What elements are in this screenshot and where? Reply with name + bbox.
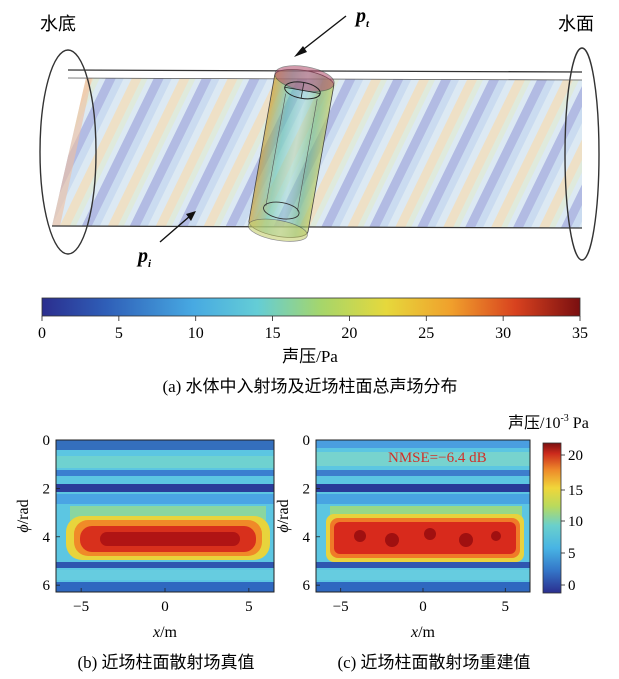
colorbar-bc-tick-label: 5 [568, 546, 576, 562]
label-water-surface: 水面 [558, 14, 594, 34]
colorbar-a: 0 5 10 15 20 25 30 35 声压/Pa (a) 水体中入射场及近场柱面总声场分… [38, 297, 588, 396]
x-tick-label: 0 [161, 599, 169, 615]
colorbar-bc-tick-label: 15 [568, 483, 583, 499]
plane-left-edge-fade [52, 78, 92, 226]
colorbar-bc-tick-label: 10 [568, 514, 583, 530]
cylinder-bottom-edge [51, 225, 583, 229]
y-axis-label: ϕ/rad [15, 499, 32, 532]
x-tick-label: −5 [73, 599, 89, 615]
colorbar-a-label: 声压/Pa [282, 347, 338, 366]
pt-arrowhead [294, 46, 307, 57]
heatmap-b [55, 439, 275, 593]
x-tick-label: 5 [245, 599, 253, 615]
colorbar-a-tick-label: 15 [265, 325, 281, 342]
cylinder-right-end [564, 47, 600, 261]
y-axis-label: ϕ/rad [275, 499, 292, 532]
x-tick-label: 0 [419, 599, 427, 615]
y-tick-label: 2 [43, 481, 51, 497]
colorbar-bc-bar [542, 442, 562, 594]
x-axis-label: x/m [410, 624, 436, 641]
colorbar-bc-tick-label: 0 [568, 578, 576, 594]
x-axis-label: x/m [152, 624, 178, 641]
caption-a: (a) 水体中入射场及近场柱面总声场分布 [162, 377, 457, 396]
caption-c: (c) 近场柱面散射场重建值 [337, 653, 530, 672]
colorbar-bc-tick-label: 20 [568, 448, 583, 464]
pi-arrow [159, 215, 191, 243]
pt-arrow [299, 15, 347, 53]
x-tick-label: −5 [333, 599, 349, 615]
colorbar-a-bar [41, 297, 581, 317]
figure-a-3d-scene: 水底 水面 pt pi [39, 5, 600, 270]
cylinder-left-end [39, 49, 97, 255]
caption-b: (b) 近场柱面散射场真值 [77, 653, 254, 672]
label-water-bottom: 水底 [40, 14, 76, 34]
colorbar-a-tick-label: 5 [115, 325, 123, 342]
y-tick-label: 0 [43, 433, 51, 449]
y-tick-label: 6 [43, 578, 51, 594]
label-pt: pt [354, 5, 370, 30]
colorbar-a-tick-label: 20 [341, 325, 357, 342]
y-tick-label: 4 [43, 530, 51, 546]
nmse-label: NMSE=−6.4 dB [388, 450, 487, 466]
y-tick-label: 4 [303, 530, 311, 546]
colorbar-a-tick-label: 35 [572, 325, 588, 342]
label-pi: pi [136, 245, 152, 270]
colorbar-bc-title: 声压/10-3 Pa [508, 413, 589, 432]
colorbar-a-tick-label: 0 [38, 325, 46, 342]
y-tick-label: 2 [303, 481, 311, 497]
y-tick-label: 6 [303, 578, 311, 594]
cylinder-top-edge [67, 69, 583, 73]
target-cylinder [247, 65, 335, 242]
colorbar-a-tick-label: 10 [188, 325, 204, 342]
axes-b: 0 2 4 6 −5 0 5 x/m ϕ/rad [15, 433, 253, 641]
y-tick-label: 0 [303, 433, 311, 449]
axes-c: 0 2 4 6 −5 0 5 x/m ϕ/rad [275, 433, 509, 641]
colorbar-bc: 声压/10-3 Pa 20 15 10 5 0 [508, 413, 589, 594]
pi-arrowhead [186, 211, 196, 221]
heatmap-c: NMSE=−6.4 dB [315, 439, 531, 593]
colorbar-a-tick-label: 25 [418, 325, 434, 342]
colorbar-a-tick-label: 30 [495, 325, 511, 342]
x-tick-label: 5 [502, 599, 510, 615]
